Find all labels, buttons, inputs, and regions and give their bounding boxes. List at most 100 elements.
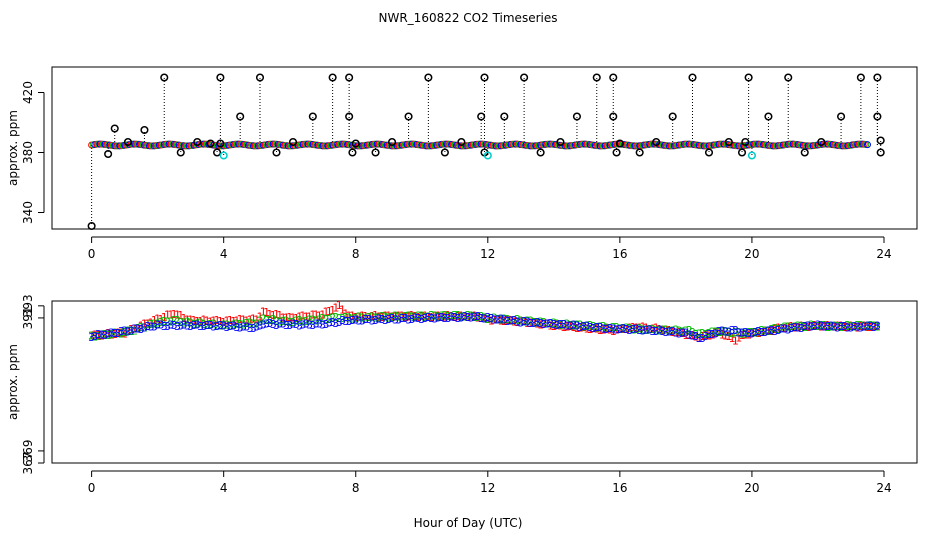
series-2-point: 2 (801, 321, 808, 334)
series-3-point: 3 (214, 320, 221, 333)
series-3-point: 3 (174, 320, 181, 333)
series-2-point: 2 (464, 309, 471, 322)
series-3-point: 3 (161, 320, 168, 333)
series-2-point: 2 (554, 318, 561, 331)
series-3-point: 3 (745, 327, 752, 340)
series-3-point: 3 (722, 326, 729, 339)
series-3-point: 3 (316, 317, 323, 330)
series-3-point: 3 (527, 317, 534, 330)
series-3-point: 3 (851, 320, 858, 333)
series-2-point: 2 (805, 319, 812, 332)
series-2-point: 2 (663, 324, 670, 337)
outlier-point (236, 112, 245, 121)
outlier-point (477, 112, 486, 121)
series-2-point: 2 (755, 325, 762, 338)
series-2-point: 2 (781, 320, 788, 333)
series-2-point: 2 (857, 319, 864, 332)
series-2-point: 2 (739, 328, 746, 341)
series-1-point: 1 (451, 311, 458, 324)
series-1-point: 1 (121, 327, 128, 340)
series-2-point: 2 (633, 323, 640, 336)
series-1-point: 1 (811, 319, 818, 332)
series-2-point: 2 (481, 312, 488, 325)
series-1-point: 1 (273, 308, 280, 321)
series-3-point: 3 (514, 316, 521, 329)
series-3-point: 3 (557, 318, 564, 331)
series-2-point: 2 (768, 323, 775, 336)
series-1-point: 1 (633, 322, 640, 335)
series-1-point: 1 (174, 308, 181, 321)
series-2-point: 2 (144, 320, 151, 333)
series-1-point: 1 (570, 321, 577, 334)
series-3-point: 3 (692, 330, 699, 343)
series-3-point: 3 (253, 321, 260, 334)
series-1-point: 1 (263, 306, 270, 319)
series-1-point: 1 (194, 315, 201, 328)
series-2-point: 2 (725, 326, 732, 339)
series-1-point: 1 (577, 321, 584, 334)
series-1-point: 1 (428, 311, 435, 324)
series-3-point: 3 (412, 312, 419, 325)
series-3-point: 3 (369, 314, 376, 327)
series-2-point: 2 (811, 320, 818, 333)
series-2-point: 2 (431, 310, 438, 323)
series-1-point: 1 (550, 320, 557, 333)
series-3-point: 3 (871, 321, 878, 334)
series-1-point: 1 (256, 310, 263, 323)
series-2-point: 2 (220, 318, 227, 331)
series-1-point: 1 (709, 329, 716, 342)
series-2-point: 2 (187, 316, 194, 329)
series-2-point: 2 (214, 319, 221, 332)
series-2-point: 2 (653, 324, 660, 337)
series-3-point: 3 (118, 325, 125, 338)
bottom-y-tick-label: 393 (21, 294, 35, 317)
series-2-point: 2 (332, 311, 339, 324)
outlier-point (536, 148, 545, 157)
series-2-point: 2 (270, 313, 277, 326)
series-1-point: 1 (88, 329, 95, 342)
series-2-point: 2 (679, 325, 686, 338)
outlier-point (176, 148, 185, 157)
series-2-point: 2 (346, 312, 353, 325)
series-1-point: 1 (177, 309, 184, 322)
series-1-point: 1 (441, 310, 448, 323)
series-2-point: 2 (190, 318, 197, 331)
series-1-point: 1 (788, 320, 795, 333)
series-2-point: 2 (762, 325, 769, 338)
series-3-point: 3 (365, 313, 372, 326)
series-3-point: 3 (346, 315, 353, 328)
series-3-point: 3 (610, 322, 617, 335)
series-2-point: 2 (630, 324, 637, 337)
outlier-point (255, 73, 265, 82)
series-1-point: 1 (834, 319, 841, 332)
series-2-point: 2 (742, 328, 749, 341)
series-2-point: 2 (336, 312, 343, 325)
series-1-point: 1 (748, 327, 755, 340)
series-3-point: 3 (864, 319, 871, 332)
series-3-point: 3 (626, 324, 633, 337)
series-2-point: 2 (91, 330, 98, 343)
series-2-point: 2 (831, 319, 838, 332)
series-3-point: 3 (768, 324, 775, 337)
series-3-point: 3 (323, 318, 330, 331)
series-3-point: 3 (821, 321, 828, 334)
series-2-point: 2 (712, 326, 719, 339)
series-1-point: 1 (597, 324, 604, 337)
series-2-point: 2 (157, 316, 164, 329)
series-1-point: 1 (227, 314, 234, 327)
series-1-point: 1 (164, 309, 171, 322)
series-1-point: 1 (260, 305, 267, 318)
outlier-point (87, 221, 96, 231)
series-2-point: 2 (356, 311, 363, 324)
series-2-point: 2 (567, 319, 574, 332)
outlier-point (612, 148, 621, 157)
series-1-point: 1 (115, 326, 122, 339)
series-3-point: 3 (204, 319, 211, 332)
series-1-point: 1 (339, 304, 346, 317)
series-3-point: 3 (491, 313, 498, 326)
series-1-point: 1 (197, 315, 204, 328)
series-2-point: 2 (656, 325, 663, 338)
series-2-point: 2 (349, 313, 356, 326)
series-3-point: 3 (362, 313, 369, 326)
series-2-point: 2 (227, 320, 234, 333)
